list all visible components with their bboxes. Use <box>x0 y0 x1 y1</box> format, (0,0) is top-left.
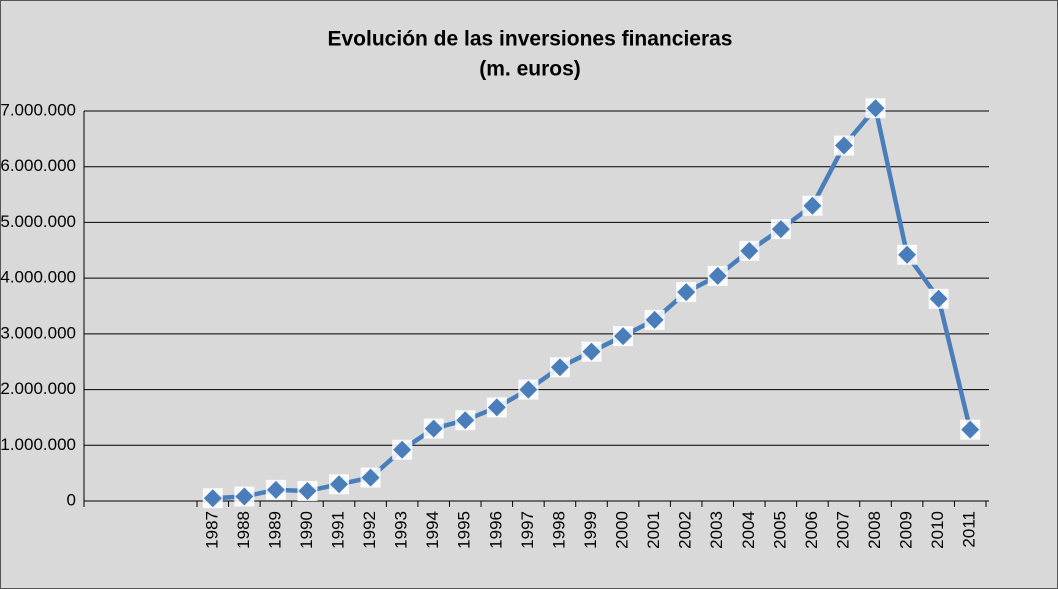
x-tick-label: 1992 <box>360 511 379 549</box>
x-tick-label: 1994 <box>423 511 442 549</box>
marker <box>834 136 853 155</box>
marker <box>519 380 538 399</box>
marker <box>487 398 506 417</box>
marker <box>266 480 285 499</box>
marker <box>645 310 664 329</box>
marker <box>708 266 727 285</box>
marker <box>614 327 633 346</box>
y-tick-label: 1.000.000 <box>0 435 76 454</box>
y-tick-label: 7.000.000 <box>0 100 76 119</box>
chart-subtitle: (m. euros) <box>479 58 581 81</box>
x-tick-label: 2003 <box>707 511 726 549</box>
marker <box>866 99 885 118</box>
marker <box>929 289 948 308</box>
x-tick-label: 1995 <box>455 511 474 549</box>
y-tick-label: 6.000.000 <box>0 156 76 175</box>
y-tick-label: 0 <box>67 490 76 509</box>
x-tick-label: 2010 <box>928 511 947 549</box>
y-tick-label: 2.000.000 <box>0 379 76 398</box>
y-tick-label: 4.000.000 <box>0 268 76 287</box>
x-tick-label: 1987 <box>202 511 221 549</box>
x-tick-label: 1990 <box>297 511 316 549</box>
y-tick-label: 3.000.000 <box>0 323 76 342</box>
marker <box>898 245 917 264</box>
x-tick-label: 1998 <box>549 511 568 549</box>
marker <box>961 420 980 439</box>
x-tick-label: 1991 <box>329 511 348 549</box>
x-tick-label: 1996 <box>486 511 505 549</box>
x-tick-label: 2011 <box>960 511 979 548</box>
x-tick-label: 1988 <box>234 511 253 549</box>
x-tick-label: 1997 <box>518 511 537 549</box>
y-tick-label: 5.000.000 <box>0 212 76 231</box>
marker <box>424 419 443 438</box>
marker <box>771 220 790 239</box>
chart-title: Evolución de las inversiones financieras <box>328 28 733 51</box>
x-tick-label: 2005 <box>770 511 789 549</box>
marker <box>677 283 696 302</box>
x-tick-label: 1999 <box>581 511 600 549</box>
marker <box>456 411 475 430</box>
x-tick-label: 2007 <box>833 511 852 549</box>
marker <box>582 342 601 361</box>
marker <box>203 489 222 508</box>
marker <box>298 481 317 500</box>
marker <box>361 468 380 487</box>
marker <box>740 241 759 260</box>
marker <box>235 487 254 506</box>
marker <box>393 440 412 459</box>
x-tick-label: 2009 <box>897 511 916 549</box>
x-tick-label: 2004 <box>739 511 758 549</box>
x-tick-label: 2002 <box>676 511 695 549</box>
x-tick-label: 2008 <box>865 511 884 549</box>
x-tick-label: 1989 <box>265 511 284 549</box>
x-tick-label: 2001 <box>644 511 663 549</box>
x-tick-label: 2006 <box>802 511 821 549</box>
marker <box>550 358 569 377</box>
x-tick-label: 1993 <box>392 511 411 549</box>
x-tick-label: 2000 <box>613 511 632 549</box>
marker <box>803 196 822 215</box>
marker <box>330 475 349 494</box>
